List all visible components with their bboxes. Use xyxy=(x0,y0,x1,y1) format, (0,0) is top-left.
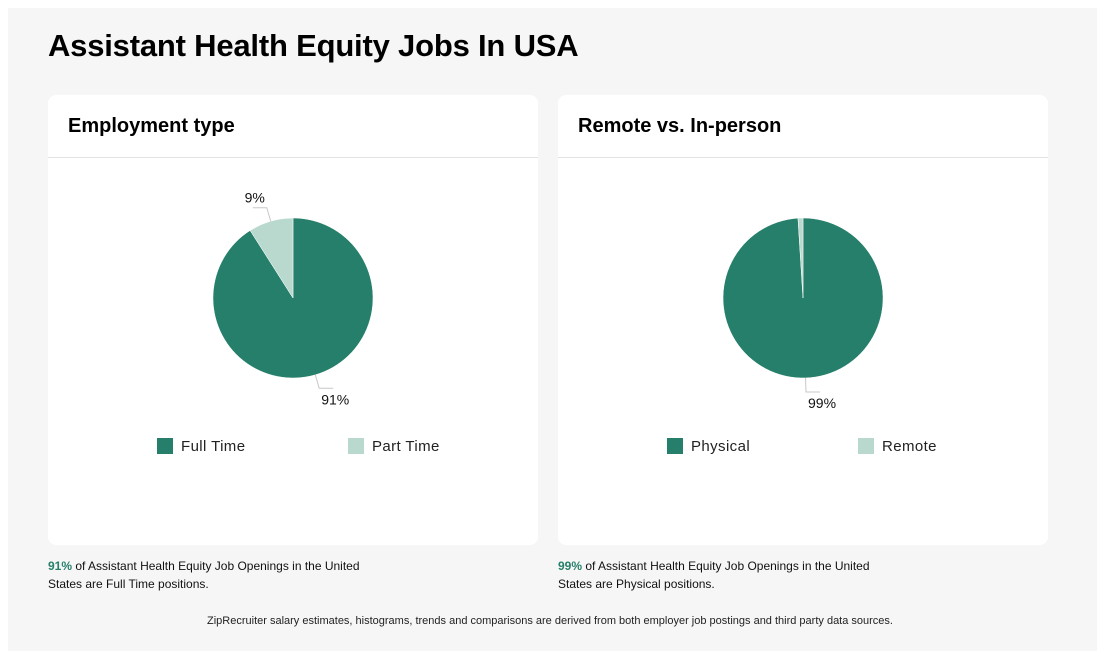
label-leader-line xyxy=(252,207,272,222)
legend-label-part-time: Part Time xyxy=(372,438,440,455)
employment-type-caption: 91% of Assistant Health Equity Job Openi… xyxy=(48,557,378,593)
card-header: Employment type xyxy=(48,95,538,158)
footer-disclaimer: ZipRecruiter salary estimates, histogram… xyxy=(207,615,893,627)
card-title: Employment type xyxy=(68,115,235,137)
legend-swatch-part-time xyxy=(348,438,364,454)
legend-label-full-time: Full Time xyxy=(181,438,245,455)
card-header: Remote vs. In-person xyxy=(558,95,1048,158)
label-leader-line xyxy=(805,377,820,393)
remote-vs-in-person-pie-chart: 99% Physical Remote xyxy=(667,217,937,455)
legend-swatch-remote xyxy=(858,438,874,454)
pie-data-label: 9% xyxy=(245,190,265,206)
legend-swatch-physical xyxy=(667,438,683,454)
legend-label-remote: Remote xyxy=(882,438,937,455)
caption-text: of Assistant Health Equity Job Openings … xyxy=(48,559,360,591)
remote-caption: 99% of Assistant Health Equity Job Openi… xyxy=(558,557,888,593)
caption-highlight: 99% xyxy=(558,559,583,573)
pie-data-label: 91% xyxy=(321,391,349,407)
legend-label-physical: Physical xyxy=(691,438,750,455)
employment-type-pie-chart: 91% 9% Full Time Part Time xyxy=(157,190,440,455)
caption-highlight: 91% xyxy=(48,559,73,573)
caption-text: of Assistant Health Equity Job Openings … xyxy=(558,559,870,591)
legend-swatch-full-time xyxy=(157,438,173,454)
remote-vs-in-person-card: Remote vs. In-person 99% Physical Remote xyxy=(558,95,1048,545)
pie-slice-remote xyxy=(797,217,804,299)
card-title: Remote vs. In-person xyxy=(578,115,782,137)
pie-data-label: 99% xyxy=(808,395,836,411)
employment-type-card: Employment type 91% 9% Full Time Part Time xyxy=(48,95,538,545)
label-leader-line xyxy=(314,374,334,389)
page-title: Assistant Health Equity Jobs In USA xyxy=(48,28,579,63)
pie-slice-part-time xyxy=(249,217,294,299)
